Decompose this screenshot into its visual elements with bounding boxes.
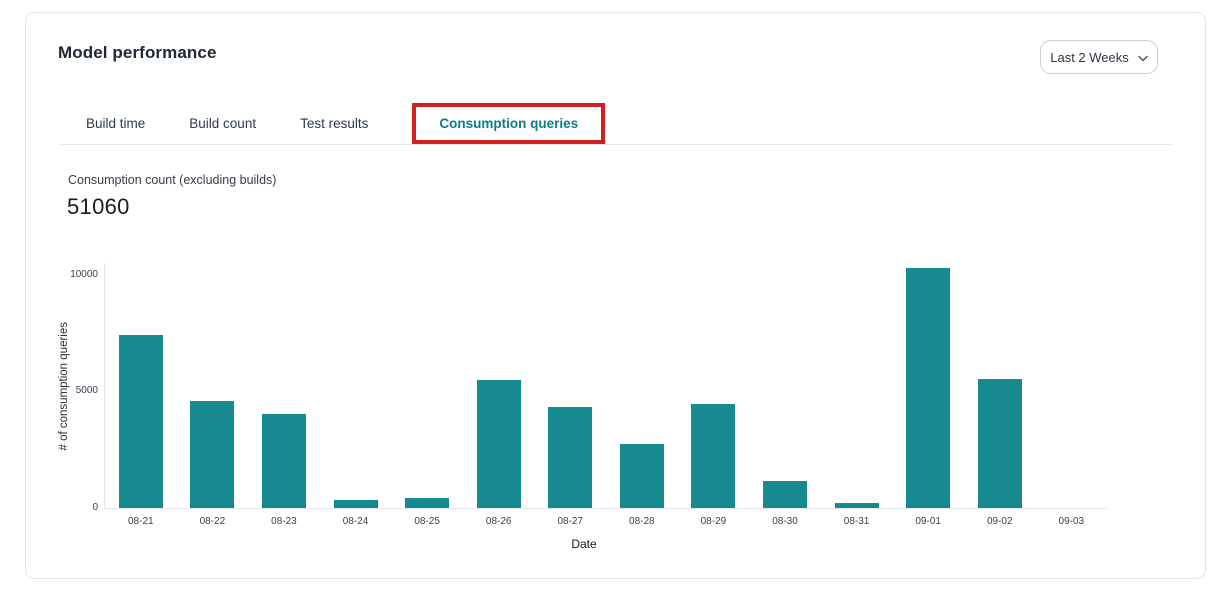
bar-slot: 08-26 <box>463 263 535 527</box>
metric-label: Consumption count (excluding builds) <box>68 173 277 187</box>
bar-09-01[interactable] <box>906 267 951 508</box>
x-tick-label: 08-31 <box>843 516 870 527</box>
tab-test-results[interactable]: Test results <box>300 116 369 131</box>
tab-bar: Build time Build count Test results Cons… <box>86 103 606 144</box>
bar-slot: 08-28 <box>606 263 678 527</box>
x-tick-label: 08-28 <box>629 516 655 527</box>
bar-08-30[interactable] <box>762 481 807 508</box>
y-axis-title: # of consumption queries <box>58 321 70 451</box>
bar-08-24[interactable] <box>333 500 378 508</box>
bar-08-23[interactable] <box>261 413 306 508</box>
x-tick-label: 08-25 <box>414 516 440 527</box>
bar-09-02[interactable] <box>977 378 1022 508</box>
bar-08-31[interactable] <box>834 502 879 508</box>
y-tick-label: 0 <box>92 502 98 513</box>
tab-build-time[interactable]: Build time <box>86 116 146 131</box>
bar-08-21[interactable] <box>118 335 163 508</box>
x-tick-label: 08-22 <box>199 516 226 527</box>
annotation-highlight-box: Consumption queries <box>412 103 606 144</box>
plot-area: 08-21 08-22 08-23 08-24 08-25 08-26 08-27 08-28… <box>70 263 1108 527</box>
y-tick-label: 10000 <box>70 268 98 280</box>
date-range-dropdown[interactable]: Last 2 Weeks <box>1040 40 1158 74</box>
bar-slot: 08-22 <box>177 263 249 527</box>
tabs-divider <box>58 144 1173 145</box>
bar-08-22[interactable] <box>190 400 235 508</box>
tab-consumption-queries[interactable]: Consumption queries <box>439 116 579 131</box>
bar-slot: 08-23 <box>248 263 320 527</box>
bar-08-29[interactable] <box>691 403 736 508</box>
x-tick-label: 08-29 <box>700 516 727 527</box>
bar-slot: 08-27 <box>534 263 606 527</box>
x-tick-label: 09-02 <box>986 516 1013 527</box>
x-tick-label: 08-21 <box>128 516 154 527</box>
x-tick-label: 08-27 <box>557 516 584 527</box>
chevron-down-icon <box>1138 55 1148 62</box>
consumption-queries-chart: # of consumption queries 08-21 08-22 08-23… <box>56 256 1112 561</box>
date-range-label: Last 2 Weeks <box>1050 49 1129 65</box>
bar-slot: 08-31 <box>821 263 893 527</box>
bar-08-25[interactable] <box>405 497 450 508</box>
x-tick-label: 09-01 <box>915 516 941 527</box>
bar-slot: 08-24 <box>320 263 392 527</box>
bar-slot: 09-03 <box>1036 263 1108 527</box>
y-tick-label: 5000 <box>75 385 98 397</box>
x-tick-label: 09-03 <box>1058 516 1085 527</box>
bar-slot: 08-30 <box>749 263 821 527</box>
bar-slot: 09-02 <box>964 263 1036 527</box>
bar-slot: 08-21 <box>105 263 177 527</box>
bar-slot: 09-01 <box>892 263 964 527</box>
bar-08-28[interactable] <box>619 444 664 508</box>
x-tick-label: 08-24 <box>342 516 369 527</box>
x-tick-label: 08-30 <box>772 516 798 527</box>
bar-slot: 08-29 <box>678 263 750 527</box>
page-title: Model performance <box>58 43 217 62</box>
x-axis-title: Date <box>571 537 597 551</box>
x-tick-label: 08-26 <box>485 516 512 527</box>
bar-slot: 08-25 <box>391 263 463 527</box>
tab-build-count[interactable]: Build count <box>189 116 257 131</box>
metric-value: 51060 <box>67 194 130 219</box>
bar-08-26[interactable] <box>476 380 521 508</box>
model-performance-card: Model performance Last 2 Weeks Build tim… <box>25 12 1206 579</box>
bar-08-27[interactable] <box>548 406 593 508</box>
x-tick-label: 08-23 <box>271 516 297 527</box>
